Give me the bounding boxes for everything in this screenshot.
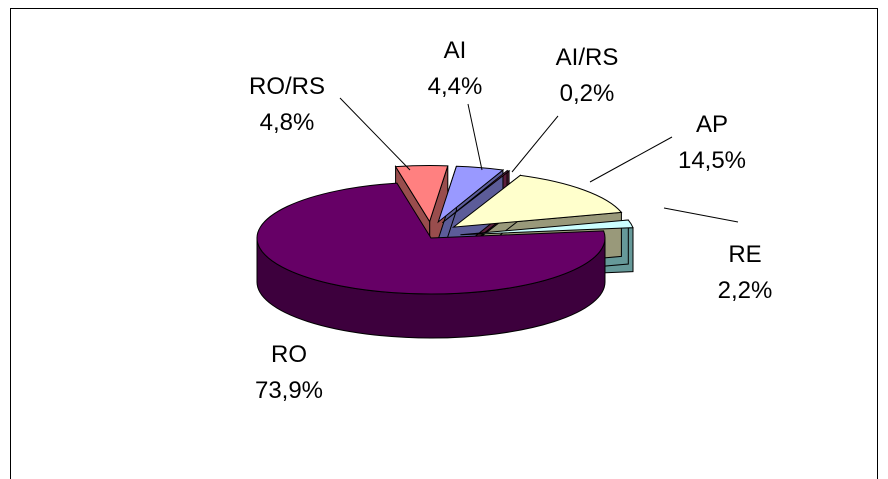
slice-re	[460, 219, 634, 236]
data-label-value-re: 2,2%	[718, 277, 773, 304]
leader-line-ai-rs	[511, 115, 559, 173]
slice-ro	[256, 182, 606, 295]
data-label-name-ro-rs: RO/RS	[249, 73, 325, 100]
data-labels: AI 4,4% AI/RS 0,2% AP 14,5% RE 2,2% RO 73,9% RO/RS…	[249, 37, 772, 404]
data-label-value-ai-rs: 0,2%	[560, 80, 615, 107]
data-label-value-ap: 14,5%	[678, 147, 746, 174]
data-label-name-ap: AP	[696, 111, 728, 138]
leader-line-ro-rs	[339, 97, 411, 171]
slice-tops	[256, 165, 634, 295]
data-label-value-ai: 4,4%	[428, 73, 483, 100]
leader-lines	[339, 97, 739, 223]
slice-ai	[437, 165, 505, 224]
leader-line-ap	[589, 136, 673, 183]
data-label-value-ro-rs: 4,8%	[260, 109, 315, 136]
leader-line-ai	[467, 103, 483, 171]
data-label-name-ai-rs: AI/RS	[556, 44, 619, 71]
data-label-value-ro: 73,9%	[255, 377, 323, 404]
data-label-name-ro: RO	[271, 341, 307, 368]
slice-ro-rs	[394, 165, 449, 223]
data-label-name-ai: AI	[444, 37, 467, 64]
slice-ai-rs	[442, 170, 511, 224]
data-label-name-re: RE	[728, 241, 761, 268]
slice-ap	[451, 174, 623, 228]
leader-line-re	[663, 207, 739, 223]
